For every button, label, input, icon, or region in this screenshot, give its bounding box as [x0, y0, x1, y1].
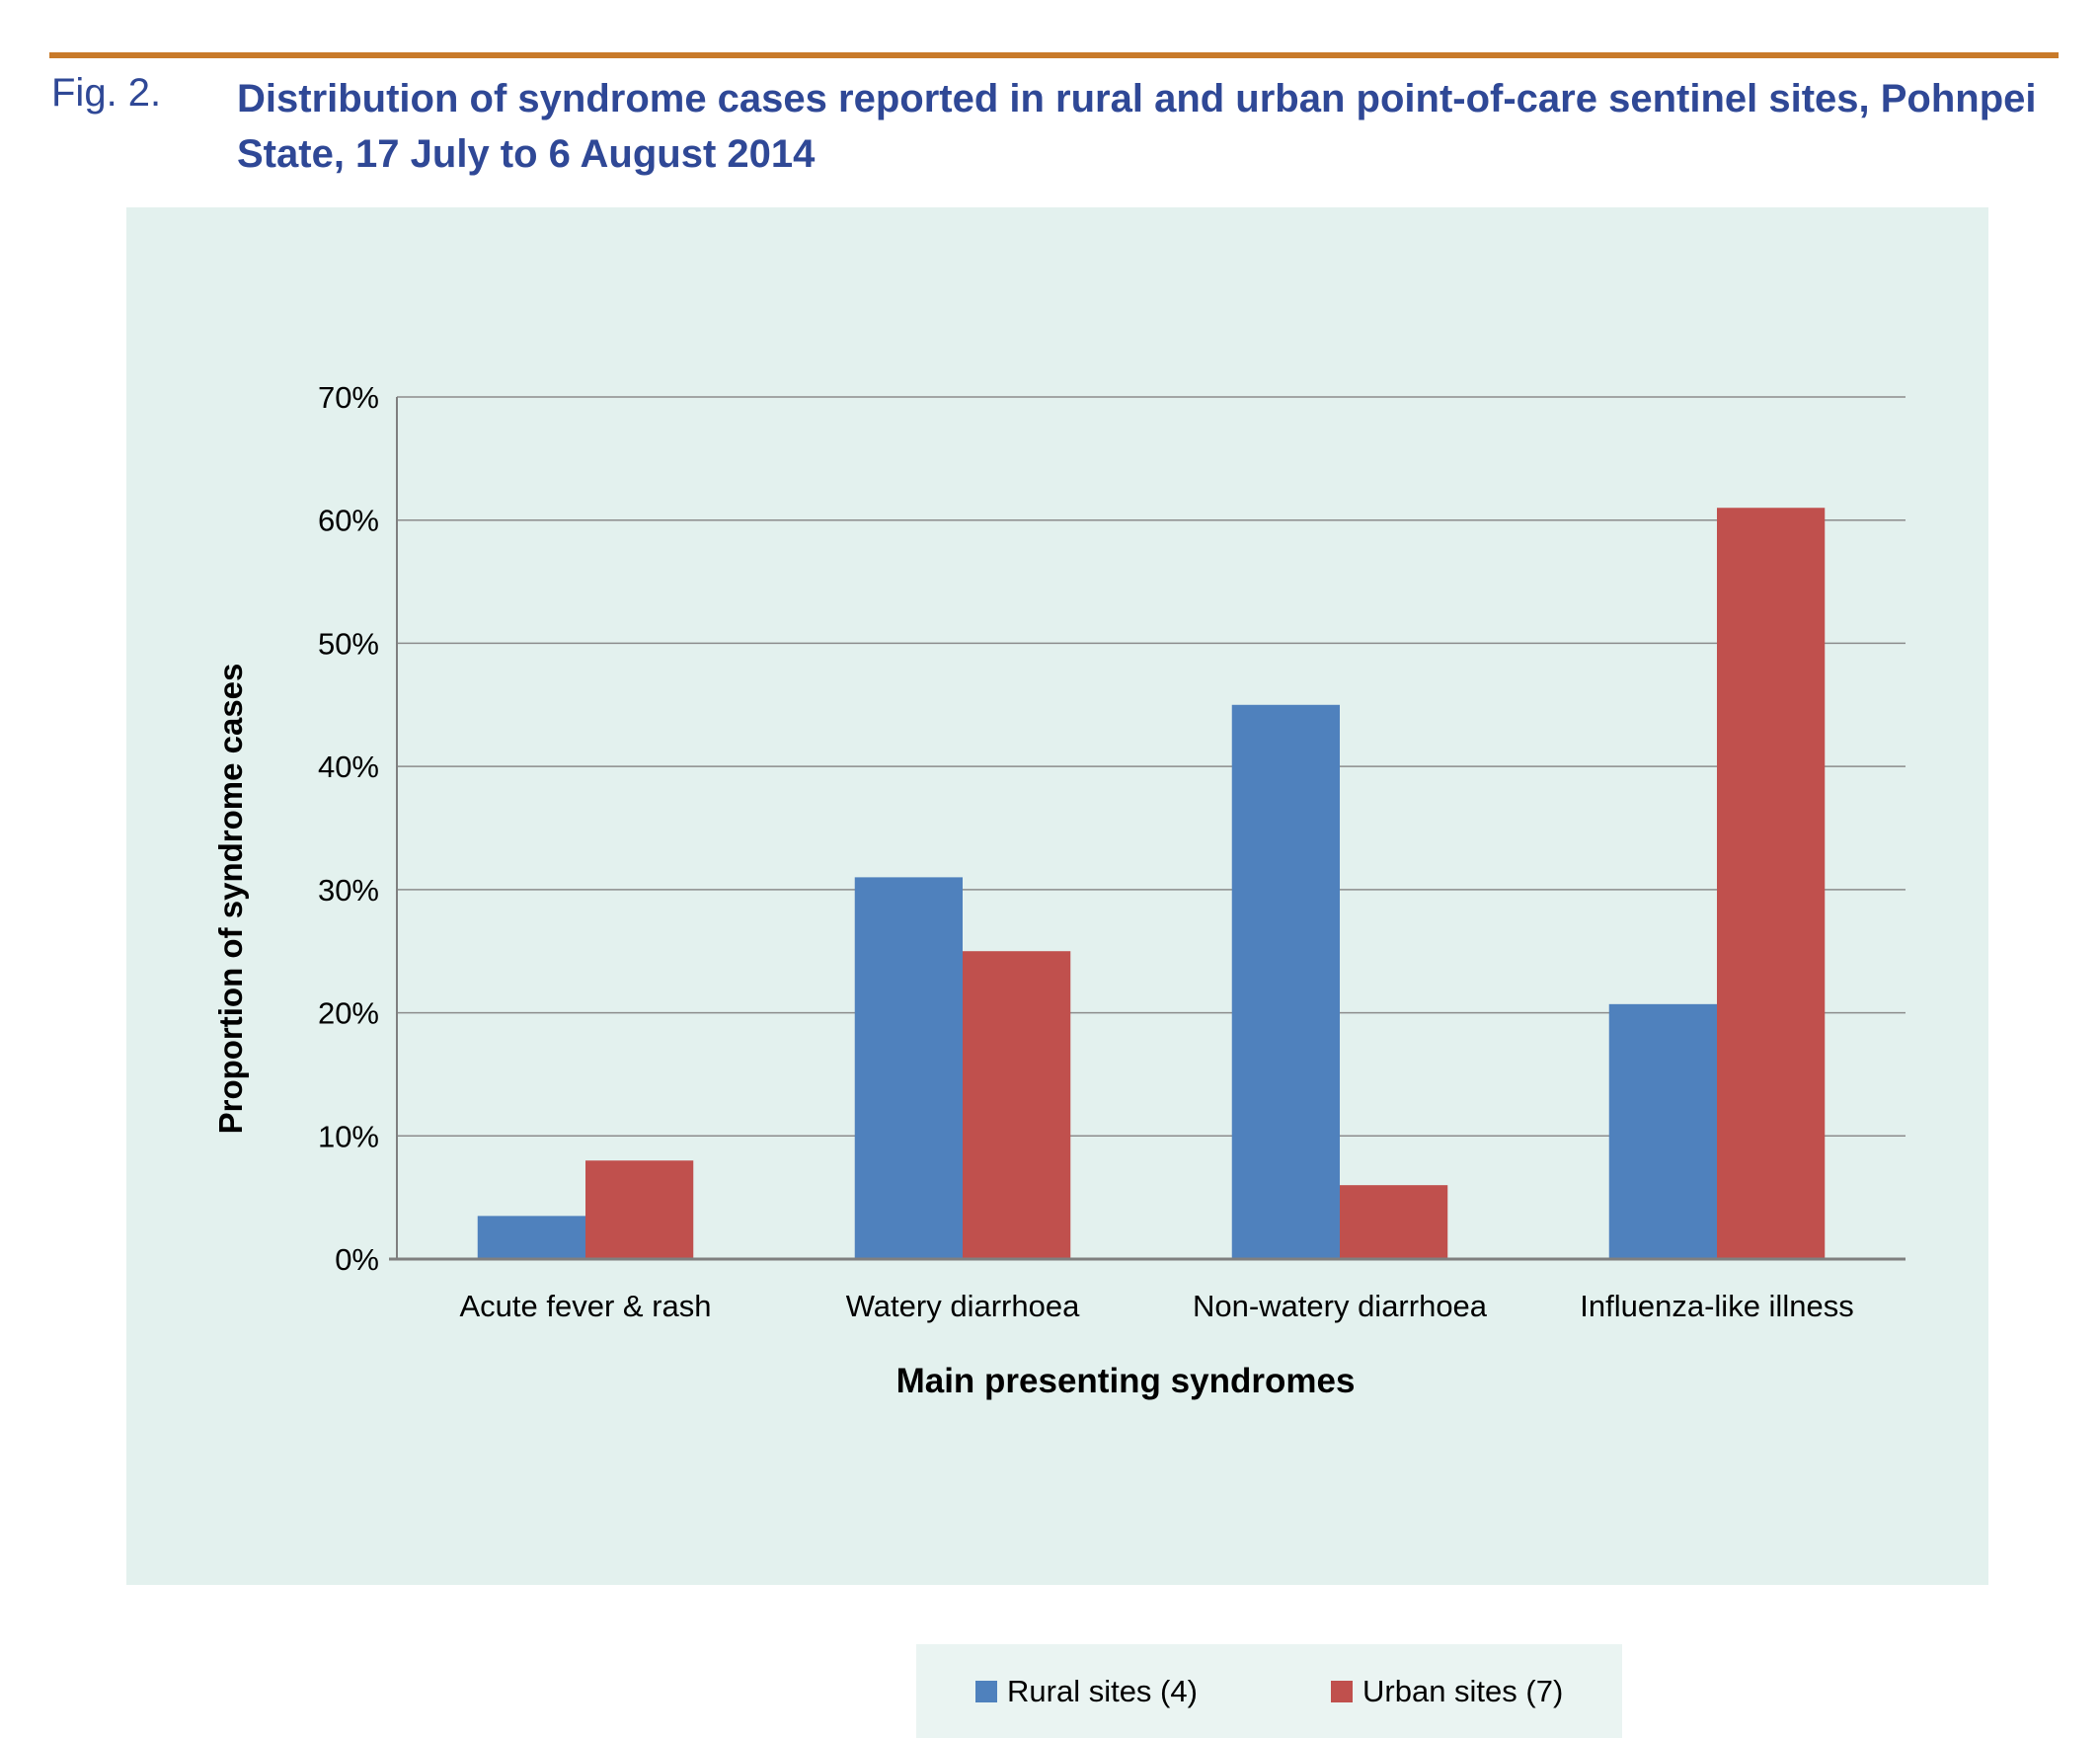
bar-urban — [1340, 1185, 1448, 1259]
chart-panel: 0% 10% 20% 30% 40% 50% 60% 70% Acute fever & ra… — [126, 207, 1988, 1738]
x-tick-label: Influenza-like illness — [1580, 1289, 1853, 1323]
bar-urban — [963, 951, 1071, 1259]
legend-label-rural: Rural sites (4) — [1007, 1673, 1198, 1708]
figure-label: Fig. 2. — [51, 71, 162, 115]
legend-swatch-rural — [975, 1680, 997, 1702]
legend-swatch-urban — [1331, 1680, 1353, 1702]
y-tick-label: 50% — [318, 626, 379, 661]
bar-urban — [1717, 508, 1826, 1259]
y-axis-label: Proportion of syndrome cases — [212, 664, 249, 1135]
x-tick-label: Watery diarrhoea — [846, 1289, 1080, 1323]
bar-urban — [585, 1160, 694, 1259]
bar-chart: 0% 10% 20% 30% 40% 50% 60% 70% Acute fever & ra… — [212, 380, 1906, 1400]
y-tick-label: 0% — [335, 1242, 379, 1277]
y-tick-label: 40% — [318, 750, 379, 784]
bar-rural — [854, 877, 963, 1259]
y-tick-label: 10% — [318, 1119, 379, 1153]
bar-rural — [1231, 704, 1340, 1259]
y-tick-label: 70% — [318, 380, 379, 415]
bar-rural — [477, 1216, 585, 1259]
x-tick-label: Acute fever & rash — [459, 1289, 711, 1323]
bar-rural — [1608, 1003, 1717, 1259]
header-rule — [49, 52, 2059, 58]
legend: Rural sites (4) Urban sites (7) — [916, 1644, 1622, 1738]
x-tick-label: Non-watery diarrhoea — [1193, 1289, 1488, 1323]
x-axis-label: Main presenting syndromes — [896, 1362, 1356, 1400]
legend-label-urban: Urban sites (7) — [1362, 1673, 1564, 1708]
y-tick-label: 30% — [318, 873, 379, 908]
y-tick-label: 60% — [318, 504, 379, 538]
legend-item-urban: Urban sites (7) — [1331, 1644, 1563, 1738]
y-tick-label: 20% — [318, 996, 379, 1031]
legend-item-rural: Rural sites (4) — [975, 1644, 1198, 1738]
figure-title: Distribution of syndrome cases reported … — [237, 77, 2037, 176]
